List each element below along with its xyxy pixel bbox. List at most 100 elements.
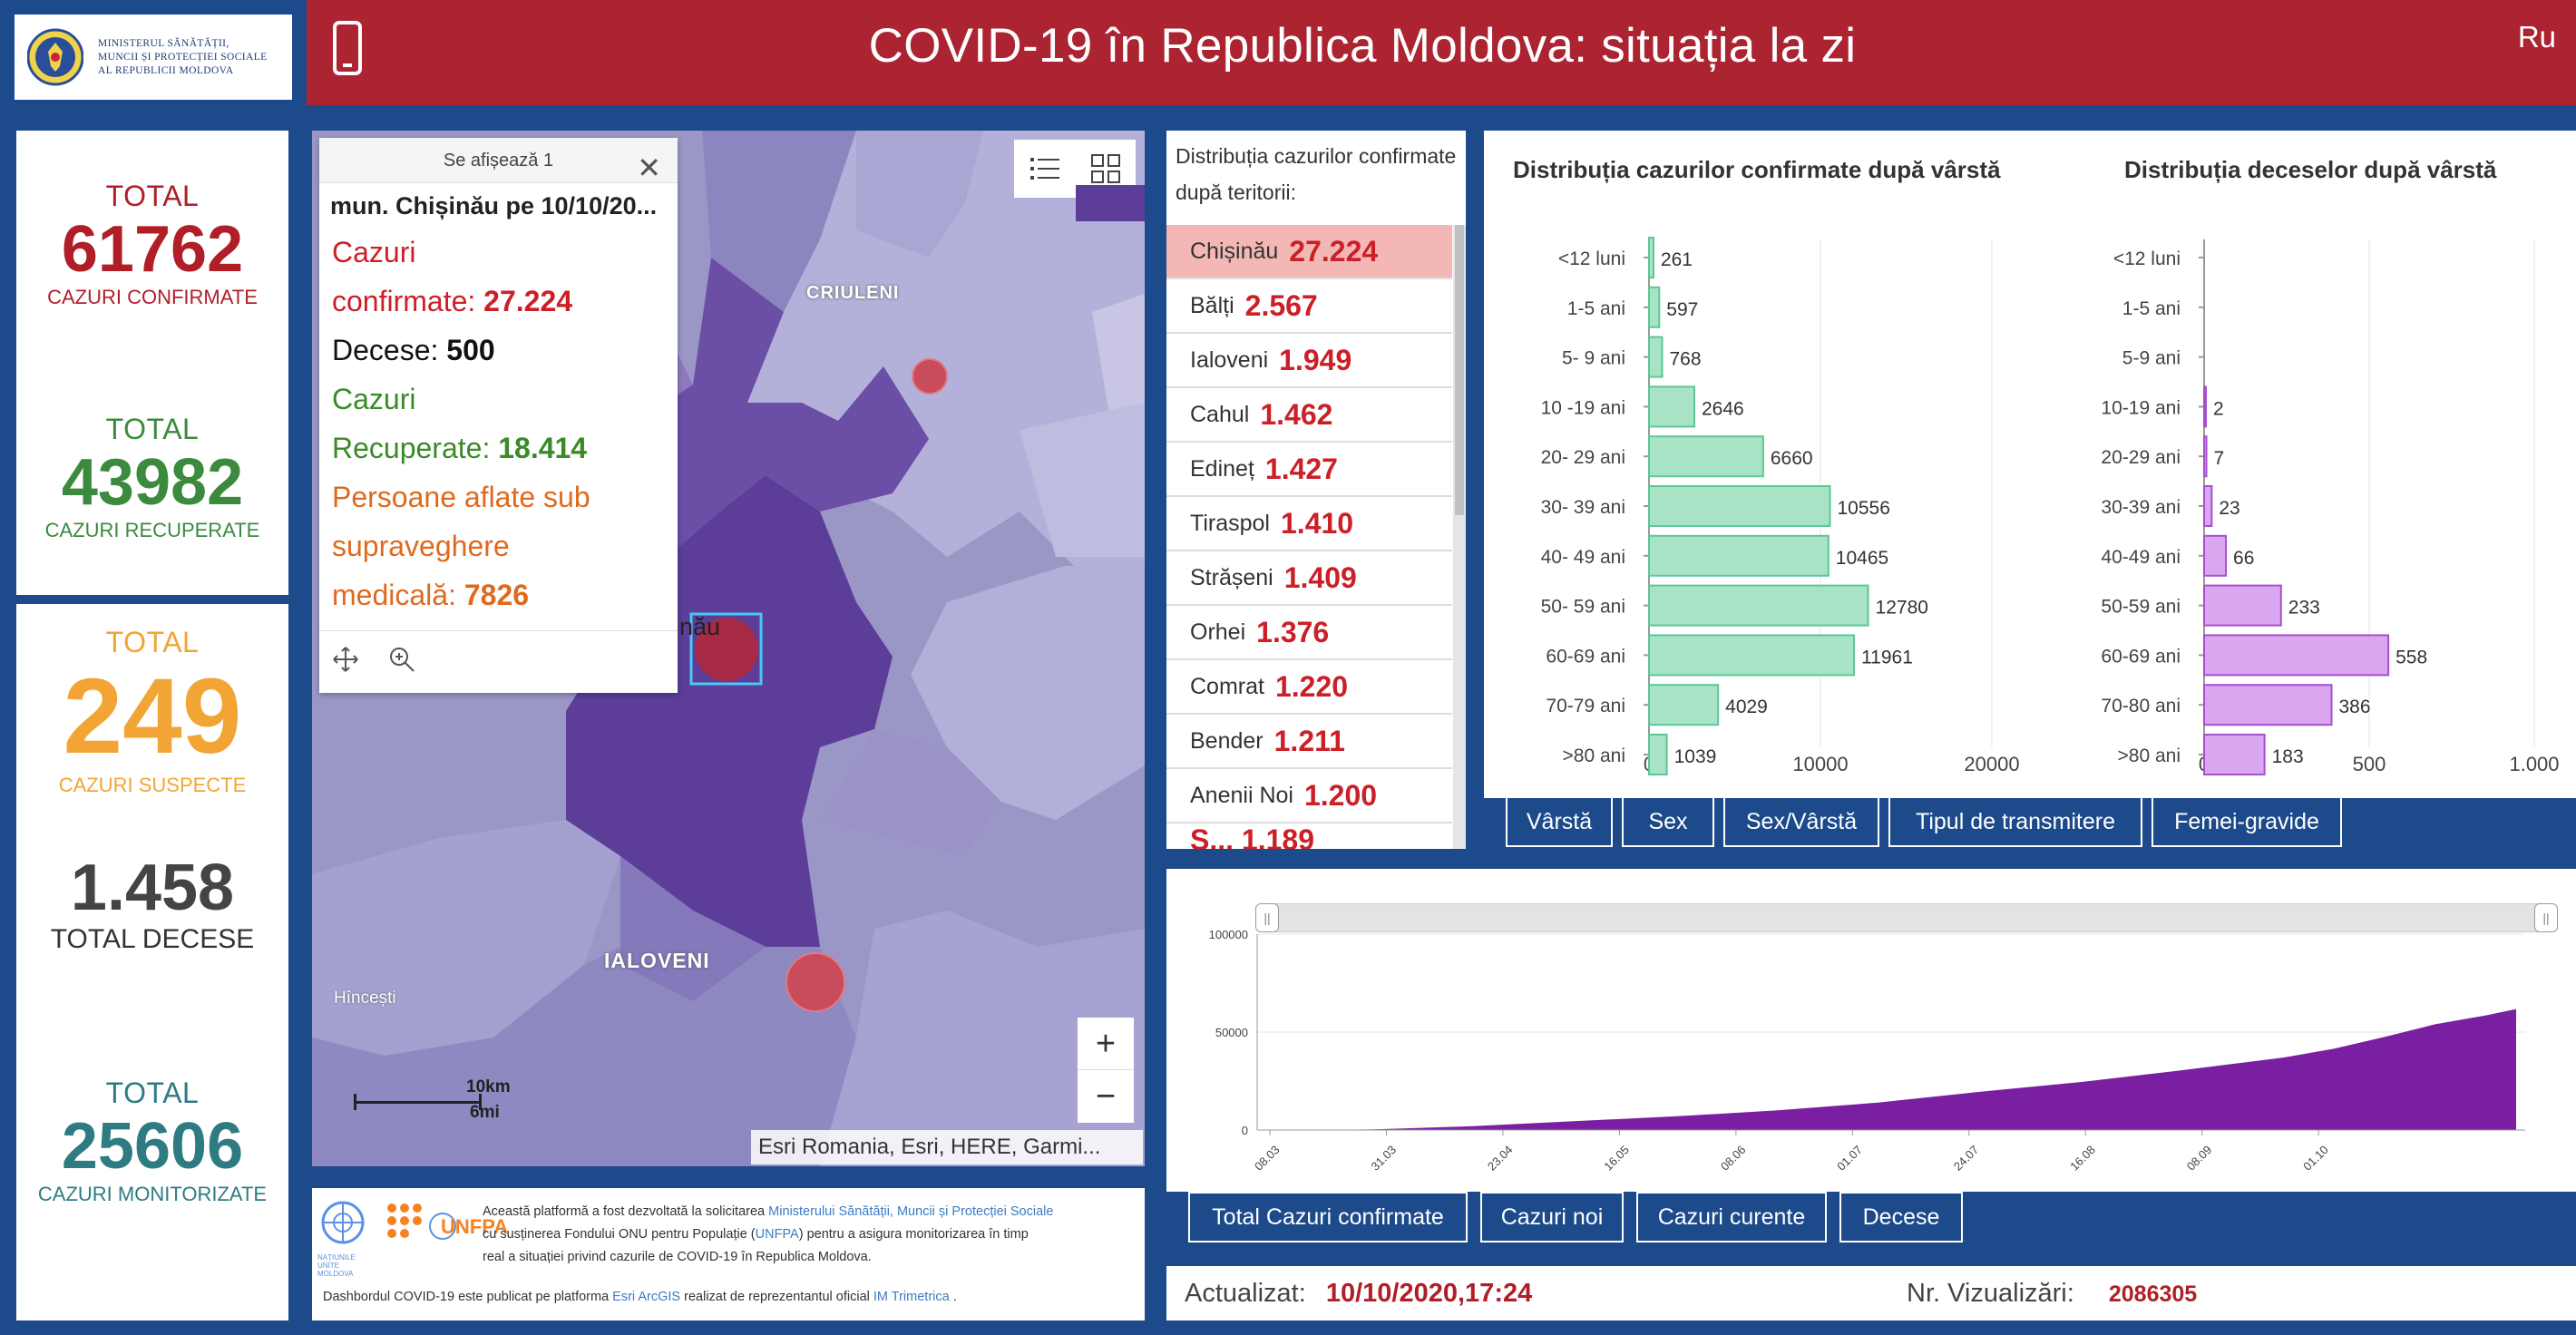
age-category-label: 70-79 ani (1546, 696, 1625, 716)
scale-km: 10km (466, 1077, 511, 1096)
y-tick-label: 50000 (1215, 1026, 1248, 1039)
timeline-area-chart: 0 50000 100000 08.03 31.03 23.04 16.05 08.06 01.… (1209, 928, 2525, 1174)
x-tick-label: 20000 (1964, 753, 2019, 775)
territory-value: 1.949 (1279, 343, 1352, 376)
bar-data-label: 6660 (1771, 448, 1813, 469)
age-category-label: >80 ani (2118, 745, 2181, 766)
age-category-label: 40- 49 ani (1541, 547, 1625, 568)
popup-confirmed-label-2: confirmate: (332, 285, 476, 317)
territory-row[interactable]: Edineț 1.427 (1166, 443, 1452, 497)
tab-total-cases[interactable]: Total Cazuri confirmate (1188, 1192, 1468, 1242)
suspect-stat: TOTAL 249 CAZURI SUSPECTE (16, 626, 288, 797)
territory-row[interactable]: Chișinău 27.224 (1166, 225, 1452, 279)
territory-row[interactable]: Bender 1.211 (1166, 715, 1452, 769)
monitored-value: 25606 (61, 1110, 244, 1183)
ministry-link[interactable]: Ministerului Sănătății, Muncii și Protec… (768, 1204, 1054, 1219)
case-bubble-ialoveni (785, 952, 845, 1012)
views-label: Nr. Vizualizări: (1907, 1279, 2074, 1308)
territory-row[interactable]: Tiraspol 1.410 (1166, 497, 1452, 551)
map-view[interactable]: CRIULENI IALOVENI Hîncești nău Se afișea… (312, 131, 1145, 1166)
mobile-phone-icon[interactable] (332, 20, 363, 76)
x-tick-label: 08.03 (1252, 1143, 1283, 1174)
popup-body: Cazuri confirmate: 27.224 Decese: 500 Ca… (319, 228, 678, 619)
age-bar (1648, 684, 1720, 726)
range-handle-right[interactable]: || (2534, 903, 2558, 932)
zoom-out-button[interactable]: − (1095, 1077, 1117, 1116)
un-label: NAȚIUNILE UNITE MOLDOVA (317, 1253, 356, 1278)
deaths-stat: 1.458 TOTAL DECESE (16, 852, 288, 955)
territory-list[interactable]: Chișinău 27.224 Bălți 2.567 Ialoveni 1.949 Cah… (1166, 225, 1466, 823)
territory-row[interactable]: Ialoveni 1.949 (1166, 334, 1452, 388)
tab-tipul-transmitere[interactable]: Tipul de transmitere (1888, 796, 2142, 847)
zoom-to-icon[interactable] (388, 646, 415, 673)
bar-data-label: 768 (1670, 349, 1702, 370)
popup-confirmed-value: 27.224 (483, 285, 573, 317)
age-bar (2203, 435, 2208, 478)
territory-name: Anenii Noi (1190, 782, 1293, 808)
popup-recovered-label-2: Recuperate: (332, 432, 491, 464)
tab-sex-varsta[interactable]: Sex/Vârstă (1723, 796, 1879, 847)
bar-data-label: 66 (2233, 548, 2254, 569)
info-text-5: Dashbordul COVID-19 este publicat pe pla… (323, 1290, 610, 1304)
age-category-label: 30-39 ani (2101, 497, 2181, 518)
updated-value: 10/10/2020,17:24 (1325, 1279, 1533, 1308)
feature-popup[interactable]: Se afișează 1 ✕ mun. Chișinău pe 10/10/2… (319, 138, 678, 693)
arcgis-link[interactable]: Esri ArcGIS (612, 1290, 681, 1304)
territory-name: Chișinău (1190, 238, 1279, 264)
age-category-label: 10 -19 ani (1541, 397, 1625, 418)
bar-data-label: 4029 (1725, 697, 1768, 717)
territory-row[interactable]: Anenii Noi 1.200 (1166, 769, 1452, 823)
age-category-label: 60-69 ani (2101, 646, 2181, 667)
zoom-in-button[interactable]: + (1078, 1018, 1134, 1070)
chart-title-cases: Distribuția cazurilor confirmate după vâ… (1513, 156, 2001, 183)
territory-name: Tiraspol (1190, 510, 1270, 536)
pan-icon[interactable] (332, 646, 359, 673)
info-text-2: cu susținerea Fondului ONU pentru Popula… (483, 1227, 756, 1242)
x-tick-label: 31.03 (1368, 1143, 1399, 1174)
range-handle-left[interactable]: || (1255, 903, 1279, 932)
x-tick-label: 08.09 (2184, 1143, 2215, 1174)
popup-header: Se afișează 1 ✕ (319, 138, 678, 184)
language-switch-link[interactable]: Ru (2517, 20, 2556, 54)
popup-deaths-line: Decese: 500 (319, 326, 678, 375)
territory-row[interactable]: Comrat 1.220 (1166, 660, 1452, 715)
unfpa-link[interactable]: UNFPA (755, 1227, 799, 1242)
tab-sex[interactable]: Sex (1622, 796, 1714, 847)
x-tick-label: 16.05 (1601, 1143, 1632, 1174)
timeline-tabs: Total Cazuri confirmate Cazuri noi Cazur… (1188, 1192, 1963, 1242)
deaths-value: 1.458 (70, 852, 235, 924)
age-bar (2203, 634, 2390, 677)
territory-value: 2.567 (1244, 288, 1318, 322)
age-category-label: 1-5 ani (2122, 298, 2181, 319)
age-category-label: 5- 9 ani (1562, 348, 1625, 369)
legend-list-icon[interactable] (1029, 156, 1059, 181)
timeline-range-slider[interactable] (1266, 903, 2549, 932)
tab-femei-gravide[interactable]: Femei-gravide (2152, 796, 2342, 847)
info-description: Această platformă a fost dezvoltată la s… (483, 1201, 1136, 1269)
close-icon[interactable]: ✕ (637, 151, 661, 184)
map-label-ialoveni: IALOVENI (604, 949, 710, 972)
page-title: COVID-19 în Republica Moldova: situația … (868, 19, 1857, 73)
age-bar (2203, 684, 2333, 726)
views-box: Nr. Vizualizări: 2086305 (1883, 1266, 2576, 1320)
territory-row[interactable]: Bălți 2.567 (1166, 279, 1452, 334)
territory-row[interactable]: Cahul 1.462 (1166, 388, 1452, 443)
tab-deaths[interactable]: Decese (1839, 1192, 1963, 1242)
map-label-hincesti: Hîncești (334, 989, 396, 1008)
info-text-7: . (952, 1290, 957, 1304)
tab-varsta[interactable]: Vârstă (1506, 796, 1613, 847)
suspect-value: 249 (63, 657, 242, 776)
basemap-gallery-icon[interactable] (1090, 154, 1120, 183)
territory-row[interactable]: Strășeni 1.409 (1166, 551, 1452, 606)
territory-row-partial[interactable]: S... 1.189 (1166, 823, 1452, 849)
chart-title-deaths: Distribuția deceselor după vârstă (2124, 156, 2497, 183)
y-tick-label: 0 (1242, 1124, 1248, 1137)
territory-row[interactable]: Orhei 1.376 (1166, 606, 1452, 660)
age-bar (1648, 634, 1856, 677)
trimetrica-link[interactable]: IM Trimetrica (873, 1290, 950, 1304)
territory-scrollbar-thumb[interactable] (1455, 225, 1464, 515)
tab-current-cases[interactable]: Cazuri curente (1636, 1192, 1827, 1242)
bar-data-label: 183 (2272, 746, 2304, 767)
tab-new-cases[interactable]: Cazuri noi (1480, 1192, 1624, 1242)
